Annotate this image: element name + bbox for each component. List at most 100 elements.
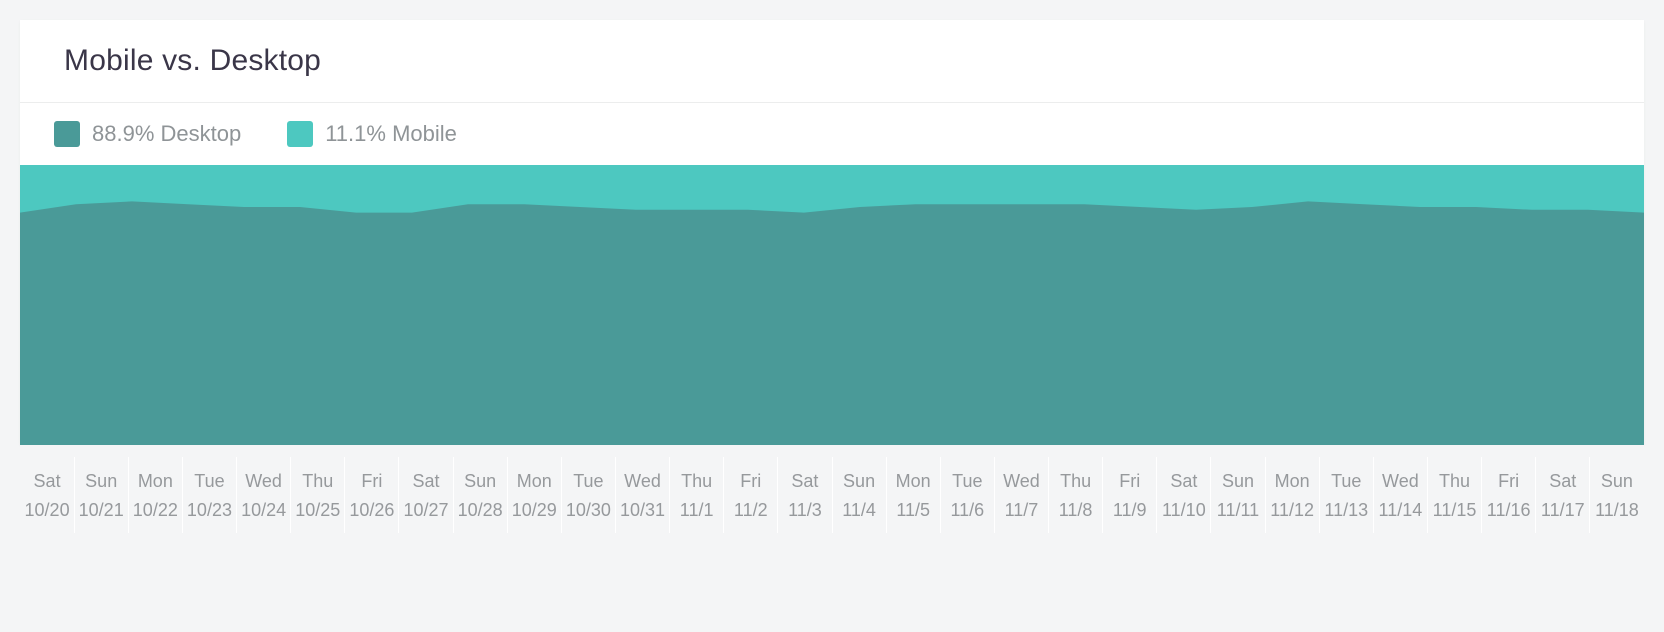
axis-label-day: Fri <box>361 467 382 496</box>
axis-label: Thu10/25 <box>291 445 345 545</box>
axis-separator <box>1210 457 1211 533</box>
stacked-area-chart <box>20 165 1644 445</box>
axis-label: Tue11/6 <box>940 445 994 545</box>
axis-label-date: 10/29 <box>512 496 557 525</box>
axis-label: Sat11/17 <box>1536 445 1590 545</box>
axis-label-date: 11/8 <box>1059 496 1093 525</box>
axis-label: Fri10/26 <box>345 445 399 545</box>
legend-swatch-mobile <box>287 121 313 147</box>
axis-label-date: 10/22 <box>133 496 178 525</box>
legend-item-desktop[interactable]: 88.9% Desktop <box>54 121 241 147</box>
axis-separator <box>886 457 887 533</box>
axis-separator <box>290 457 291 533</box>
axis-label-day: Mon <box>138 467 173 496</box>
axis-label-day: Sun <box>843 467 875 496</box>
axis-label-day: Sun <box>1222 467 1254 496</box>
axis-label-day: Mon <box>517 467 552 496</box>
axis-label-date: 11/16 <box>1487 496 1531 525</box>
axis-label-day: Sat <box>1170 467 1197 496</box>
axis-label-day: Wed <box>624 467 661 496</box>
axis-label: Fri11/9 <box>1103 445 1157 545</box>
axis-label-day: Tue <box>1331 467 1361 496</box>
axis-separator <box>398 457 399 533</box>
axis-label-date: 10/30 <box>566 496 611 525</box>
axis-label-date: 11/1 <box>680 496 714 525</box>
axis-label: Wed10/24 <box>237 445 291 545</box>
axis-label-date: 11/5 <box>896 496 930 525</box>
axis-label-date: 10/26 <box>349 496 394 525</box>
x-axis: Sat10/20Sun10/21Mon10/22Tue10/23Wed10/24… <box>20 445 1644 545</box>
axis-separator <box>777 457 778 533</box>
axis-label: Sat11/10 <box>1157 445 1211 545</box>
axis-label: Mon10/22 <box>128 445 182 545</box>
axis-separator <box>507 457 508 533</box>
axis-separator <box>182 457 183 533</box>
axis-label-day: Wed <box>245 467 282 496</box>
axis-label-date: 10/20 <box>25 496 70 525</box>
axis-label: Sat11/3 <box>778 445 832 545</box>
axis-label-day: Sat <box>412 467 439 496</box>
axis-label: Sun11/11 <box>1211 445 1265 545</box>
legend-swatch-desktop <box>54 121 80 147</box>
axis-separator <box>1589 457 1590 533</box>
axis-label-day: Sun <box>464 467 496 496</box>
axis-label: Fri11/16 <box>1482 445 1536 545</box>
axis-label: Tue10/23 <box>182 445 236 545</box>
axis-separator <box>453 457 454 533</box>
axis-separator <box>74 457 75 533</box>
axis-label-day: Fri <box>1119 467 1140 496</box>
axis-label-date: 11/17 <box>1541 496 1585 525</box>
chart-card: Mobile vs. Desktop 88.9% Desktop 11.1% M… <box>20 20 1644 445</box>
axis-label-date: 10/23 <box>187 496 232 525</box>
axis-label: Tue10/30 <box>561 445 615 545</box>
axis-separator <box>1535 457 1536 533</box>
axis-separator <box>236 457 237 533</box>
axis-separator <box>1265 457 1266 533</box>
axis-label-day: Mon <box>1275 467 1310 496</box>
axis-label-date: 11/15 <box>1433 496 1477 525</box>
legend-label-desktop: 88.9% Desktop <box>92 121 241 147</box>
axis-separator <box>1319 457 1320 533</box>
axis-label: Thu11/1 <box>670 445 724 545</box>
axis-label-date: 10/31 <box>620 496 665 525</box>
axis-label: Tue11/13 <box>1319 445 1373 545</box>
axis-separator <box>669 457 670 533</box>
axis-separator <box>1048 457 1049 533</box>
axis-separator <box>615 457 616 533</box>
axis-label-date: 11/13 <box>1324 496 1368 525</box>
axis-label-date: 10/25 <box>295 496 340 525</box>
axis-label: Mon11/5 <box>886 445 940 545</box>
axis-separator <box>344 457 345 533</box>
page: Mobile vs. Desktop 88.9% Desktop 11.1% M… <box>0 0 1664 632</box>
axis-label-date: 10/24 <box>241 496 286 525</box>
axis-label: Fri11/2 <box>724 445 778 545</box>
axis-separator <box>723 457 724 533</box>
axis-label-day: Fri <box>740 467 761 496</box>
axis-label: Sat10/27 <box>399 445 453 545</box>
axis-separator <box>1427 457 1428 533</box>
axis-label-day: Thu <box>1439 467 1470 496</box>
axis-label-date: 11/11 <box>1217 496 1259 525</box>
axis-label-date: 11/6 <box>950 496 984 525</box>
axis-label: Sun10/21 <box>74 445 128 545</box>
axis-label: Wed11/14 <box>1373 445 1427 545</box>
axis-label-day: Tue <box>952 467 982 496</box>
axis-label-day: Wed <box>1382 467 1419 496</box>
axis-label: Sat10/20 <box>20 445 74 545</box>
axis-label-day: Tue <box>573 467 603 496</box>
axis-label-date: 11/9 <box>1113 496 1147 525</box>
axis-label-date: 11/18 <box>1595 496 1639 525</box>
axis-label-date: 11/2 <box>734 496 768 525</box>
axis-separator <box>128 457 129 533</box>
axis-label-day: Wed <box>1003 467 1040 496</box>
axis-label-day: Sat <box>1549 467 1576 496</box>
axis-separator <box>1481 457 1482 533</box>
axis-separator <box>994 457 995 533</box>
axis-label-day: Fri <box>1498 467 1519 496</box>
axis-label-day: Sat <box>791 467 818 496</box>
axis-label-date: 10/21 <box>79 496 124 525</box>
axis-label-date: 11/12 <box>1270 496 1314 525</box>
axis-separator <box>832 457 833 533</box>
legend-item-mobile[interactable]: 11.1% Mobile <box>287 121 457 147</box>
axis-label-date: 11/3 <box>788 496 822 525</box>
